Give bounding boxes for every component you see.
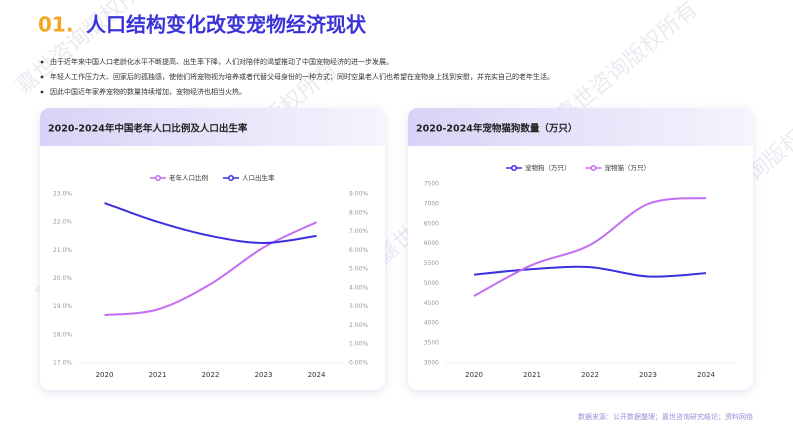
x-tick-label: 2020 xyxy=(96,371,114,379)
bullet-text: 年轻人工作压力大、回家后的孤独感，使他们将宠物视为培养或者代替父母身份的一种方式… xyxy=(50,72,554,81)
section-number: 01. xyxy=(38,13,73,37)
y-tick-label: 22.0% xyxy=(53,219,72,226)
legend-label: 老年人口比例 xyxy=(169,173,208,182)
legend-label: 宠物狗（万只） xyxy=(525,163,571,172)
bullet-text: 由于近年来中国人口老龄化水平不断提高、出生率下降，人们对陪伴的渴望推动了中国宠物… xyxy=(50,57,393,66)
x-tick-label: 2023 xyxy=(639,371,657,379)
chart-title: 2020-2024年宠物猫狗数量（万只） xyxy=(416,123,577,135)
y2-tick-label: 2.00% xyxy=(349,322,368,329)
y2-tick-label: 5.00% xyxy=(349,266,368,273)
y-tick-label: 4000 xyxy=(424,320,439,327)
legend-marker xyxy=(155,175,161,181)
y-tick-label: 18.0% xyxy=(53,331,72,338)
y2-tick-label: 8.00% xyxy=(349,209,368,216)
y-tick-label: 3000 xyxy=(424,360,439,367)
y-tick-label: 3500 xyxy=(424,340,439,347)
card-header xyxy=(40,108,385,146)
series-line xyxy=(104,202,317,245)
legend-marker xyxy=(228,175,234,181)
series-line xyxy=(473,197,707,297)
y2-tick-label: 0.00% xyxy=(349,360,368,367)
page-title: 人口结构变化改变宠物经济现状 xyxy=(86,13,367,37)
y-tick-label: 19.0% xyxy=(53,303,72,310)
series-line xyxy=(473,265,707,278)
bullet-dot xyxy=(40,90,44,94)
x-tick-label: 2022 xyxy=(202,371,220,379)
bullet-text: 因此中国近年家养宠物的数量持续增加，宠物经济也相当火热。 xyxy=(50,87,246,96)
y2-tick-label: 9.00% xyxy=(349,191,368,198)
series-line xyxy=(104,221,317,317)
x-tick-label: 2020 xyxy=(465,371,483,379)
y-tick-label: 5000 xyxy=(424,280,439,287)
chart-title: 2020-2024年中国老年人口比例及人口出生率 xyxy=(48,123,248,135)
y-tick-label: 5500 xyxy=(424,260,439,267)
y-tick-label: 23.0% xyxy=(53,191,72,198)
y-tick-label: 21.0% xyxy=(53,247,72,254)
x-tick-label: 2024 xyxy=(697,371,715,379)
bullet-dot xyxy=(40,75,44,79)
y2-tick-label: 7.00% xyxy=(349,228,368,235)
legend-marker xyxy=(511,165,517,171)
y-tick-label: 4500 xyxy=(424,300,439,307)
y-tick-label: 17.0% xyxy=(53,360,72,367)
x-tick-label: 2022 xyxy=(581,371,599,379)
y-tick-label: 7500 xyxy=(424,181,439,188)
card-header xyxy=(408,108,753,146)
x-tick-label: 2021 xyxy=(523,371,541,379)
x-tick-label: 2021 xyxy=(149,371,167,379)
source-note: 数据来源：公开数据整理；嘉世咨询研究结论；资料网络 xyxy=(578,412,753,421)
legend-label: 人口出生率 xyxy=(242,173,275,182)
legend-marker xyxy=(590,165,597,171)
y2-tick-label: 3.00% xyxy=(349,303,368,310)
bullet-dot xyxy=(40,60,44,64)
legend-label: 宠物猫（万只） xyxy=(605,163,651,172)
y2-tick-label: 6.00% xyxy=(349,247,368,254)
x-tick-label: 2023 xyxy=(255,371,273,379)
card xyxy=(40,108,385,390)
x-tick-label: 2024 xyxy=(308,371,326,379)
y-tick-label: 20.0% xyxy=(53,275,72,282)
y2-tick-label: 1.00% xyxy=(349,341,368,348)
y2-tick-label: 4.00% xyxy=(349,284,368,291)
y-tick-label: 6000 xyxy=(424,240,439,247)
y-tick-label: 7000 xyxy=(424,200,439,207)
y-tick-label: 6500 xyxy=(424,220,439,227)
